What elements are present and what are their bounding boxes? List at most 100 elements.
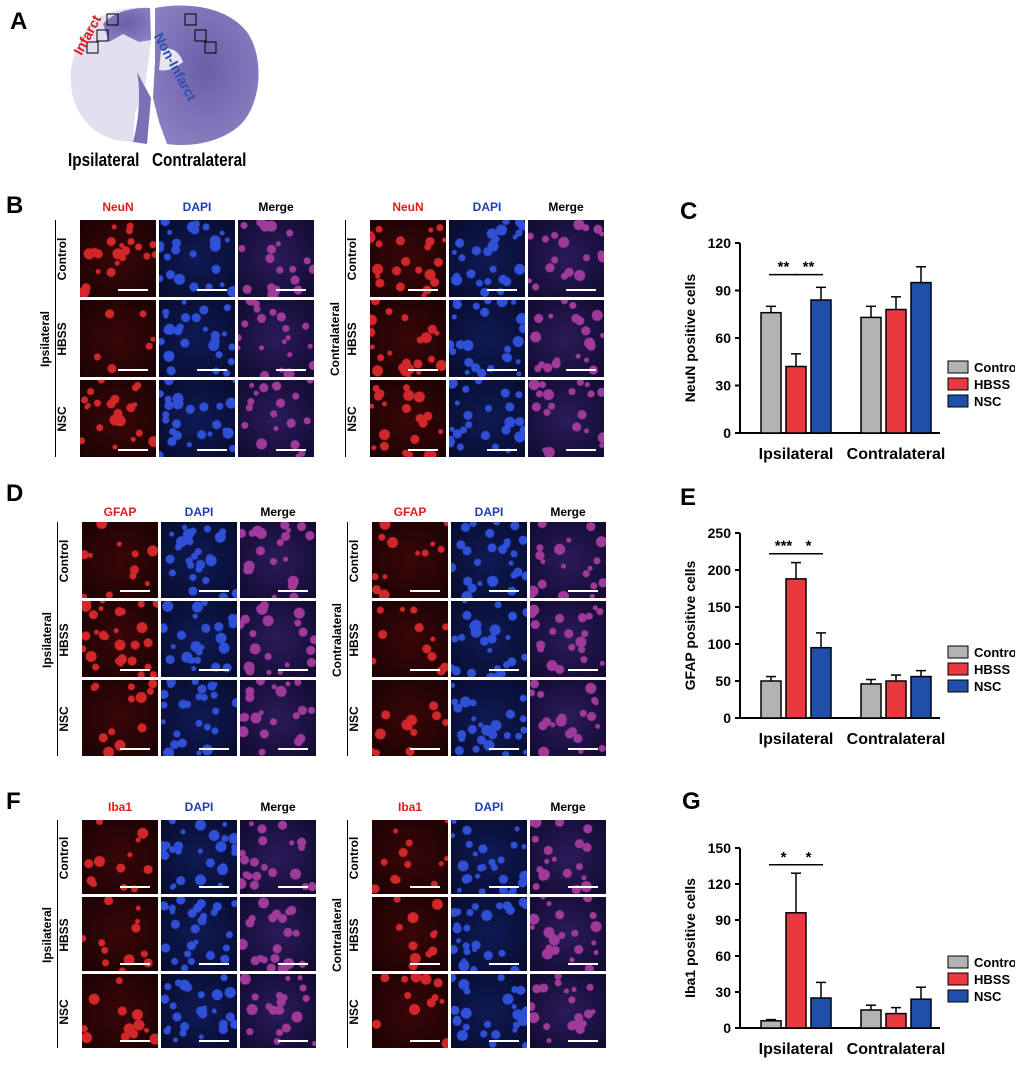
micrograph-tile-b-contralateral-2-1 [449,380,525,457]
row-label-f-ipsilateral-2: NSC [57,998,71,1025]
panel-letter-e: E [680,484,697,511]
legend-swatch-nsc [947,394,969,408]
y-tick-label: 100 [708,636,732,652]
legend-swatch-control [947,360,969,374]
row-label-f-contralateral-0: Control [347,836,361,879]
group-line-d-contralateral [347,522,348,756]
scale-bar [278,963,308,965]
micrograph-tile-f-contralateral-2-0 [372,974,448,1048]
micrograph-tile-b-ipsilateral-2-0 [80,380,156,457]
scale-bar [278,748,308,750]
micrograph-tile-f-ipsilateral-2-2 [240,974,316,1048]
row-label-d-ipsilateral-1: HBSS [57,622,71,657]
y-tick-label: 90 [715,912,731,928]
scale-bar [120,590,150,592]
scale-bar [410,963,440,965]
scale-bar [568,669,598,671]
panel-letter-a: A [10,8,28,35]
group-label-d-contralateral: Contralateral [330,602,344,677]
significance-label: *** [775,538,793,555]
header-dapi-d-contralateral: DAPI [474,505,504,519]
scale-bar [118,449,148,451]
significance-label: * [806,538,812,555]
y-tick-label: 150 [708,840,732,856]
group-line-d-ipsilateral [57,522,58,756]
significance-label: ** [803,259,815,276]
panel-letter-g: G [682,788,701,815]
micrograph-tile-d-ipsilateral-0-0 [82,522,158,598]
micrograph-tile-d-ipsilateral-2-1 [161,680,237,756]
scale-bar [118,369,148,371]
x-tick-label: Contralateral [847,1041,946,1058]
scale-bar [410,748,440,750]
header-merge-d-ipsilateral: Merge [260,505,296,519]
legend-label-hbss: HBSS [974,377,1010,392]
scale-bar [566,449,596,451]
legend-swatch-hbss [947,662,969,676]
bar-control-contralateral [860,316,882,434]
roi-box-2 [96,29,109,42]
micrograph-tile-d-contralateral-0-0 [372,522,448,598]
row-label-f-ipsilateral-1: HBSS [57,917,71,952]
bar-hbss-contralateral [885,308,907,434]
group-line-f-contralateral [347,820,348,1048]
legend-label-nsc: NSC [974,989,1002,1004]
header-dapi-f-ipsilateral: DAPI [184,800,214,814]
legend-swatch-hbss [947,972,969,986]
micrograph-tile-f-ipsilateral-2-1 [161,974,237,1048]
header-dapi-b-ipsilateral: DAPI [182,200,212,214]
scale-bar [197,449,227,451]
bar-nsc-ipsilateral [810,997,832,1029]
group-line-b-contralateral [345,220,346,457]
scale-bar [487,449,517,451]
header-merge-f-ipsilateral: Merge [260,800,296,814]
scale-bar [568,886,598,888]
micrograph-tile-f-contralateral-1-2 [530,897,606,971]
y-tick-label: 0 [723,425,731,441]
bar-hbss-ipsilateral [785,578,807,719]
bar-nsc-contralateral [910,281,932,434]
x-tick-label: Ipsilateral [759,446,834,463]
panel-letter-d: D [6,480,24,507]
scale-bar [120,1040,150,1042]
bar-control-contralateral [860,1009,882,1029]
scale-bar [410,886,440,888]
y-tick-label: 0 [723,710,731,726]
micrograph-tile-d-ipsilateral-0-1 [161,522,237,598]
scale-bar [199,1040,229,1042]
legend-label-control: Control [974,645,1015,660]
header-merge-f-contralateral: Merge [550,800,586,814]
legend-swatch-nsc [947,679,969,693]
scale-bar [489,1040,519,1042]
header-stain-b-contralateral: NeuN [392,200,424,214]
micrograph-tile-d-contralateral-2-2 [530,680,606,756]
group-label-d-ipsilateral: Ipsilateral [40,611,54,668]
scale-bar [278,669,308,671]
bar-hbss-contralateral [885,1012,907,1029]
micrograph-tile-f-ipsilateral-2-0 [82,974,158,1048]
micrograph-tile-f-contralateral-0-1 [451,820,527,894]
brain-section-image [70,5,259,146]
scale-bar [276,289,306,291]
scale-bar [120,748,150,750]
scale-bar [408,449,438,451]
bar-nsc-ipsilateral [810,299,832,434]
micrograph-tile-d-ipsilateral-1-2 [240,601,316,677]
group-line-b-ipsilateral [55,220,56,457]
bar-control-ipsilateral [760,680,782,719]
scale-bar [489,590,519,592]
micrograph-tile-d-contralateral-2-1 [451,680,527,756]
micrograph-tile-d-ipsilateral-1-0 [82,601,158,677]
y-tick-label: 120 [708,876,732,892]
bar-chart-gfap: 0 50 100 150 200 250 GFAP positive cells Ipsila… [682,525,1015,748]
bar-control-ipsilateral [760,1020,782,1029]
y-tick-label: 120 [708,235,732,251]
legend-label-hbss: HBSS [974,662,1010,677]
row-label-d-contralateral-0: Control [347,539,361,582]
micrograph-tile-f-contralateral-1-1 [451,897,527,971]
micrograph-tile-d-ipsilateral-2-0 [82,680,158,756]
scale-bar [276,369,306,371]
micrograph-tile-b-contralateral-1-2 [528,300,604,377]
scale-bar [199,669,229,671]
scale-bar [120,963,150,965]
